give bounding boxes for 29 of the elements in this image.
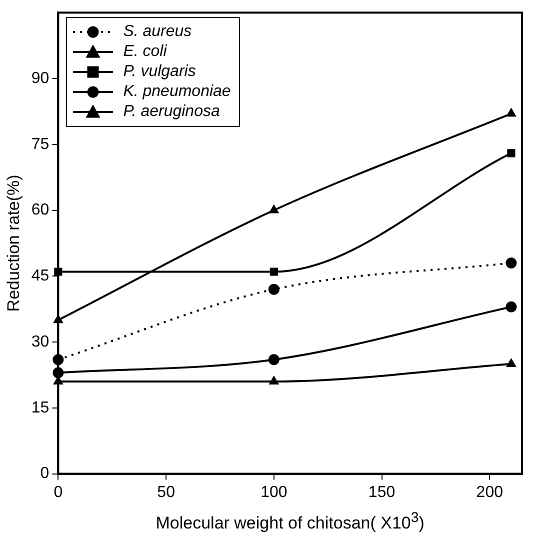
y-axis-title: Reduction rate(%) [4, 174, 23, 312]
legend-label: K. pneumoniae [123, 82, 231, 101]
legend-label: E. coli [123, 42, 167, 61]
x-tick-label: 150 [368, 484, 396, 501]
y-tick-label: 45 [31, 268, 50, 285]
y-tick-label: 90 [31, 70, 50, 87]
x-tick-label: 200 [476, 484, 504, 501]
y-tick-label: 15 [31, 399, 50, 416]
point [506, 108, 516, 117]
x-tick-label: 50 [157, 484, 176, 501]
point [507, 149, 516, 158]
legend-label: P. vulgaris [123, 62, 196, 81]
point [269, 204, 279, 214]
point [268, 354, 280, 366]
x-axis-title: Molecular weight of chitosan( X10$^{3}$) [154, 510, 426, 534]
y-tick-label: 0 [40, 465, 50, 482]
y-tick-label: 60 [31, 202, 50, 219]
legend-label: P. aeruginosa [123, 102, 220, 121]
point [270, 268, 278, 276]
point [506, 257, 517, 268]
y-tick-label: 75 [31, 136, 50, 153]
point [269, 376, 279, 385]
x-tick-label: 0 [54, 484, 63, 501]
point [506, 301, 517, 312]
point [268, 284, 280, 295]
point [506, 358, 516, 367]
legend-label: S. aureus [123, 22, 192, 41]
y-tick-label: 30 [31, 333, 50, 350]
x-tick-label: 100 [260, 484, 288, 501]
